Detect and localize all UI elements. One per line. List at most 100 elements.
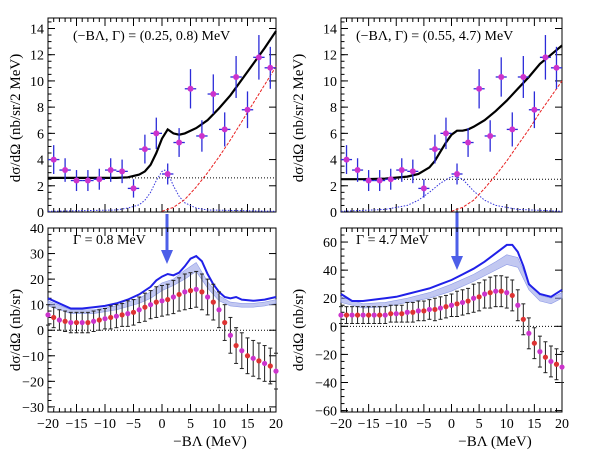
- data-point: [141, 146, 148, 153]
- data-point: [102, 316, 108, 322]
- data-point: [454, 170, 461, 177]
- data-point: [349, 312, 355, 318]
- data-point: [50, 156, 57, 163]
- y-tick-label: 6: [330, 127, 337, 142]
- data-point: [255, 54, 262, 61]
- total-fit-curve: [48, 30, 277, 179]
- annotation-bottom-right: Γ = 4.7 MeV: [356, 233, 429, 248]
- data-point: [377, 312, 383, 318]
- data-point: [431, 146, 438, 153]
- data-point: [193, 286, 199, 292]
- data-point: [91, 318, 97, 324]
- y-tick-label: 10: [30, 299, 44, 314]
- plot-area-1: 0 2 4 6 8 10 12 14: [323, 17, 563, 221]
- data-point: [399, 311, 405, 317]
- data-point: [404, 309, 410, 315]
- y-tick-label: 10: [30, 75, 44, 90]
- x-tick-label: −15: [358, 417, 380, 432]
- data-point: [476, 85, 483, 92]
- peak-curve: [47, 169, 277, 212]
- data-point: [222, 319, 228, 326]
- data-point: [130, 185, 137, 192]
- data-point: [471, 295, 477, 301]
- data-point: [56, 317, 63, 323]
- data-point: [354, 312, 361, 318]
- data-point: [198, 132, 205, 139]
- y-tick-label: −10: [22, 350, 44, 365]
- y-tick-label: 2: [330, 180, 337, 195]
- data-point: [170, 294, 176, 300]
- data-point: [233, 342, 239, 349]
- x-tick-label: 15: [241, 417, 255, 432]
- data-point: [210, 91, 217, 98]
- x-axis-label-left: −BΛ (MeV): [173, 434, 247, 450]
- data-point: [244, 106, 251, 113]
- y-axis-label-bottom-right: dσ/dΩ (nb/sr): [291, 289, 307, 371]
- annotation-top-left: (−BΛ, Γ) = (0.25, 0.8) MeV: [73, 29, 230, 44]
- y-tick-label: −30: [22, 401, 44, 416]
- data-point: [51, 314, 57, 321]
- data-point: [393, 311, 399, 317]
- x-tick-label: 20: [269, 417, 283, 432]
- data-point: [176, 291, 182, 298]
- data-point: [210, 299, 216, 305]
- y-tick-label: 14: [323, 22, 337, 37]
- data-point: [125, 311, 131, 317]
- y-tick-label: 8: [330, 101, 337, 116]
- data-point: [465, 139, 472, 146]
- data-point: [542, 354, 549, 360]
- y-tick-label: 0: [37, 206, 44, 221]
- data-point: [119, 168, 126, 175]
- x-tick-label: 0: [159, 417, 166, 432]
- data-point: [537, 349, 543, 355]
- data-point: [409, 168, 416, 175]
- y-tick-label: 40: [30, 222, 44, 237]
- data-point: [387, 176, 394, 183]
- x-tick-label: 10: [212, 417, 226, 432]
- data-point: [432, 306, 438, 313]
- data-point: [498, 288, 504, 294]
- data-point: [465, 298, 471, 304]
- data-point: [487, 132, 494, 139]
- data-point: [176, 139, 183, 146]
- data-point: [250, 355, 256, 361]
- data-point: [515, 302, 521, 308]
- data-point: [62, 318, 68, 324]
- data-point: [187, 288, 194, 294]
- annotation-top-right: (−BΛ, Γ) = (0.55, 4.7) MeV: [356, 29, 513, 44]
- data-point: [130, 309, 137, 315]
- data-point: [153, 299, 159, 305]
- x-tick-label: −10: [94, 417, 116, 432]
- y-tick-label: 40: [323, 264, 337, 279]
- x-tick-label: −20: [330, 417, 352, 432]
- data-point: [205, 294, 211, 300]
- data-point: [553, 64, 560, 71]
- background-curve: [451, 80, 563, 212]
- data-point: [267, 64, 274, 71]
- data-point: [376, 177, 383, 184]
- peak-curve: [340, 176, 563, 212]
- data-point: [426, 306, 432, 313]
- data-point: [79, 319, 85, 326]
- data-point: [187, 85, 194, 92]
- y-tick-label: 60: [323, 236, 337, 251]
- data-point: [443, 304, 449, 310]
- data-point: [531, 106, 538, 113]
- data-point: [221, 126, 228, 133]
- data-point: [553, 361, 560, 367]
- y-tick-label: 12: [30, 49, 44, 64]
- data-point: [542, 54, 549, 61]
- x-tick-label: −5: [126, 417, 141, 432]
- data-point: [371, 312, 377, 318]
- y-tick-label: −20: [22, 375, 44, 390]
- y-tick-label: 8: [37, 101, 44, 116]
- data-point: [262, 360, 268, 367]
- data-point: [113, 313, 119, 319]
- data-point: [509, 126, 516, 133]
- x-tick-label: 5: [476, 417, 483, 432]
- data-point: [244, 353, 251, 359]
- y-tick-label: 6: [37, 127, 44, 142]
- data-point: [239, 348, 245, 354]
- x-tick-label: 5: [187, 417, 194, 432]
- data-point: [142, 304, 148, 310]
